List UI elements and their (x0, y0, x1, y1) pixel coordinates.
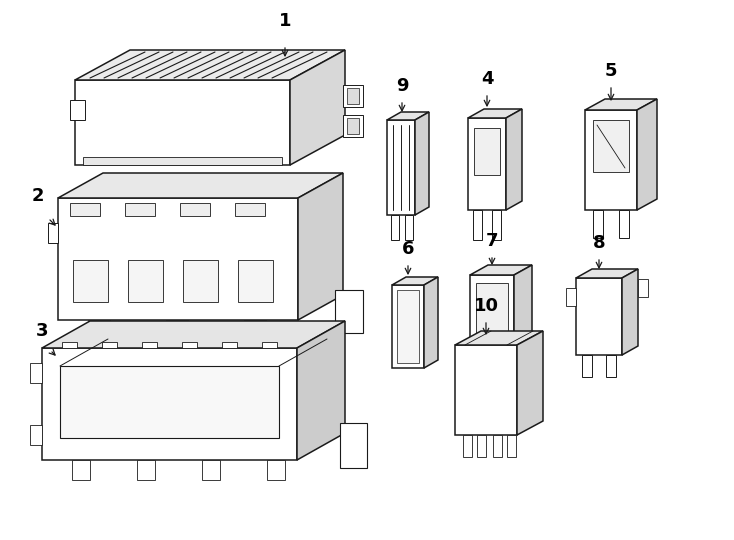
Polygon shape (415, 112, 429, 215)
Polygon shape (48, 223, 58, 243)
Polygon shape (474, 128, 500, 175)
Polygon shape (42, 321, 345, 348)
Polygon shape (397, 290, 419, 363)
Polygon shape (182, 342, 197, 348)
Polygon shape (70, 100, 85, 120)
Polygon shape (58, 198, 298, 320)
Polygon shape (72, 460, 90, 480)
Polygon shape (477, 435, 486, 457)
Polygon shape (392, 277, 438, 285)
Polygon shape (262, 342, 277, 348)
Polygon shape (235, 203, 265, 216)
Text: 9: 9 (396, 77, 408, 95)
Polygon shape (128, 260, 163, 302)
Text: 5: 5 (605, 62, 617, 80)
Polygon shape (58, 173, 343, 198)
Polygon shape (606, 355, 616, 377)
Polygon shape (593, 120, 629, 172)
Polygon shape (622, 269, 638, 355)
Polygon shape (183, 260, 218, 302)
Polygon shape (455, 345, 517, 435)
Polygon shape (638, 279, 648, 297)
Polygon shape (202, 460, 220, 480)
Polygon shape (137, 460, 155, 480)
Polygon shape (392, 285, 424, 368)
Text: 1: 1 (279, 12, 291, 30)
Polygon shape (125, 203, 155, 216)
Polygon shape (297, 321, 345, 460)
Polygon shape (476, 283, 508, 356)
Polygon shape (62, 342, 77, 348)
Text: 3: 3 (36, 322, 48, 340)
Polygon shape (238, 260, 273, 302)
Polygon shape (470, 265, 532, 275)
Polygon shape (593, 210, 603, 238)
Polygon shape (142, 342, 157, 348)
Polygon shape (73, 260, 108, 302)
Polygon shape (347, 118, 359, 134)
Text: 6: 6 (401, 240, 414, 258)
Polygon shape (42, 348, 297, 460)
Polygon shape (347, 88, 359, 104)
Polygon shape (517, 331, 543, 435)
Polygon shape (492, 210, 501, 240)
Polygon shape (498, 368, 508, 393)
Polygon shape (619, 210, 629, 238)
Text: 10: 10 (473, 297, 498, 315)
Polygon shape (88, 320, 110, 338)
Polygon shape (290, 50, 345, 165)
Polygon shape (566, 288, 576, 306)
Polygon shape (244, 320, 266, 338)
Polygon shape (75, 50, 345, 80)
Polygon shape (387, 112, 429, 120)
Polygon shape (576, 278, 622, 355)
Text: 7: 7 (486, 232, 498, 250)
Polygon shape (343, 85, 363, 107)
Polygon shape (585, 99, 657, 110)
Polygon shape (60, 366, 279, 438)
Polygon shape (506, 109, 522, 210)
Polygon shape (463, 435, 472, 457)
Polygon shape (222, 342, 237, 348)
Polygon shape (476, 368, 486, 393)
Text: 2: 2 (32, 187, 44, 205)
Polygon shape (102, 342, 117, 348)
Polygon shape (298, 173, 343, 320)
Polygon shape (507, 435, 516, 457)
Polygon shape (637, 99, 657, 210)
Polygon shape (514, 265, 532, 368)
Polygon shape (30, 425, 42, 445)
Polygon shape (166, 320, 188, 338)
Polygon shape (468, 118, 506, 210)
Polygon shape (455, 331, 543, 345)
Polygon shape (387, 120, 415, 215)
Text: 8: 8 (592, 234, 606, 252)
Polygon shape (424, 277, 438, 368)
Text: 4: 4 (481, 70, 493, 88)
Polygon shape (70, 203, 100, 216)
Polygon shape (468, 109, 522, 118)
Polygon shape (391, 215, 399, 240)
Polygon shape (267, 460, 285, 480)
Polygon shape (582, 355, 592, 377)
Polygon shape (83, 157, 282, 165)
Polygon shape (470, 275, 514, 368)
Polygon shape (405, 215, 413, 240)
Polygon shape (585, 110, 637, 210)
Polygon shape (30, 363, 42, 383)
Polygon shape (493, 435, 502, 457)
Polygon shape (335, 290, 363, 333)
Polygon shape (343, 115, 363, 137)
Polygon shape (340, 423, 367, 468)
Polygon shape (576, 269, 638, 278)
Polygon shape (473, 210, 482, 240)
Polygon shape (75, 80, 290, 165)
Polygon shape (180, 203, 210, 216)
